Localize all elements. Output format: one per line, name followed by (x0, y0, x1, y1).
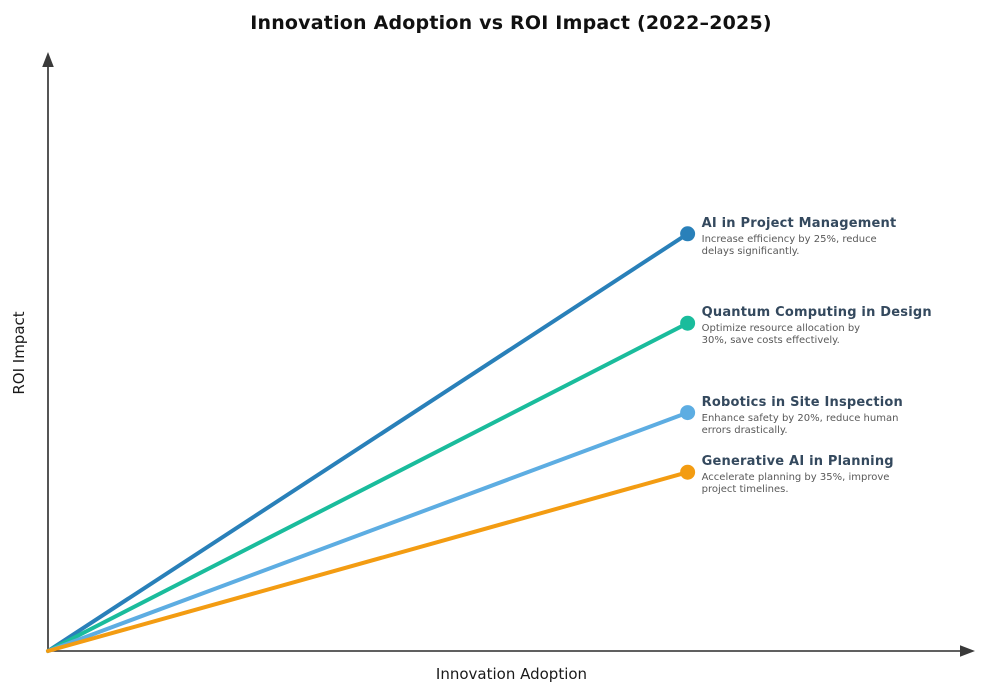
y-axis-label: ROI Impact (10, 311, 28, 395)
series-marker-ai-in-project-management (680, 226, 696, 242)
annotation-quantum-computing-in-design: Quantum Computing in Design Optimize reso… (702, 305, 932, 347)
annotation-desc-line: project timelines. (701, 484, 789, 496)
series-marker-generative-ai-in-planning (680, 464, 696, 480)
annotation-generative-ai-in-planning: Generative AI in Planning Accelerate plan… (702, 454, 894, 496)
series-marker-robotics-in-site-inspection (680, 405, 696, 421)
series-line-ai-in-project-management (46, 231, 690, 653)
annotation-title: Quantum Computing in Design (701, 305, 932, 321)
x-axis-label: Innovation Adoption (435, 665, 588, 683)
annotation-desc-line: Accelerate planning by 35%, improve (701, 472, 890, 484)
series-line-generative-ai-in-planning (46, 470, 690, 653)
annotation-robotics-in-site-inspection: Robotics in Site Inspection Enhance safet… (702, 395, 903, 437)
annotation-desc-line: Increase efficiency by 25%, reduce (701, 233, 877, 245)
annotation-desc-line: 30%, save costs effectively. (701, 335, 840, 347)
annotation-desc-line: Enhance safety by 20%, reduce human (701, 412, 899, 424)
series-line-robotics-in-site-inspection (46, 410, 690, 653)
annotation-title: Robotics in Site Inspection (701, 394, 903, 410)
annotation-ai-in-project-management: AI in Project Management Increase efficie… (702, 216, 897, 258)
annotation-desc-line: delays significantly. (701, 245, 800, 257)
annotation-desc-line: Optimize resource allocation by (701, 323, 861, 335)
annotation-title: Generative AI in Planning (701, 454, 894, 470)
series-marker-quantum-computing-in-design (680, 315, 696, 331)
y-axis-arrow-icon (42, 52, 54, 67)
annotation-title: AI in Project Management (701, 215, 897, 231)
annotation-desc-line: errors drastically. (701, 424, 788, 436)
x-axis-arrow-icon (960, 645, 975, 657)
chart-title: Innovation Adoption vs ROI Impact (2022–… (250, 12, 772, 34)
series-line-quantum-computing-in-design (46, 321, 690, 653)
